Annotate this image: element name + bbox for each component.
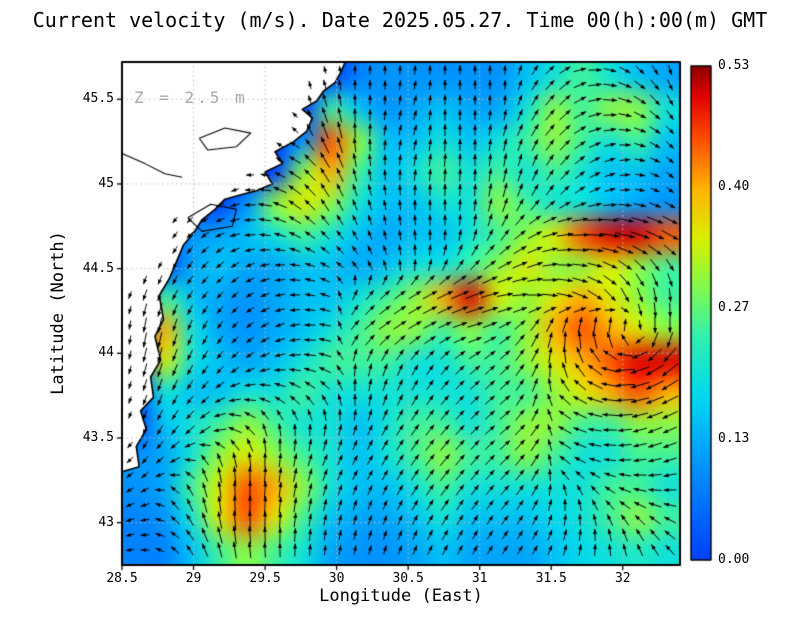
colorbar-tick-label: 0.27 (718, 300, 750, 316)
colorbar-tick-label: 0.40 (718, 179, 750, 195)
colorbar-tick-label: 0.53 (718, 58, 750, 73)
y-tick-label: 43 (98, 514, 114, 530)
x-tick-label: 28.5 (106, 571, 138, 586)
x-tick-label: 32 (614, 571, 631, 586)
x-tick-label: 30 (328, 571, 345, 586)
y-tick-label: 45 (98, 175, 114, 191)
colorbar-tick-label: 0.00 (718, 552, 750, 567)
y-axis-label: Latitude (North) (48, 231, 68, 395)
x-tick-label: 30.5 (392, 571, 424, 586)
chart-title: Current velocity (m/s). Date 2025.05.27.… (32, 8, 768, 32)
y-tick-label: 44 (98, 345, 114, 361)
x-tick-label: 31 (471, 571, 488, 586)
x-tick-label: 29 (185, 571, 202, 586)
depth-annotation: Z = 2.5 m (134, 88, 248, 107)
y-tick-label: 43.5 (82, 429, 114, 445)
x-axis-label: Longitude (East) (319, 586, 483, 606)
colorbar-tick-label: 0.13 (718, 430, 750, 446)
x-tick-label: 29.5 (249, 571, 281, 586)
y-tick-label: 44.5 (82, 260, 114, 276)
y-tick-label: 45.5 (82, 91, 114, 107)
x-tick-label: 31.5 (535, 571, 567, 586)
